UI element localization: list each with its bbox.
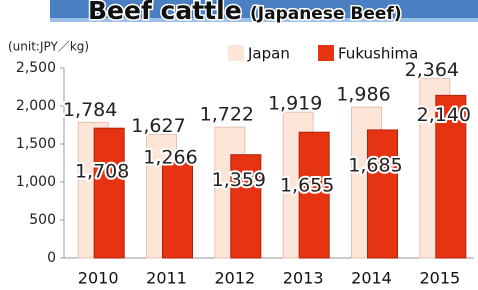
chart: Beef cattle (Japanese Beef) (unit:JPY／kg… <box>0 0 478 290</box>
y-tick-label: 0 <box>47 250 56 266</box>
bar <box>368 130 398 258</box>
y-tick-label: 1,500 <box>16 136 56 152</box>
y-tick-label: 500 <box>29 212 56 228</box>
x-tick-label: 2012 <box>214 269 255 288</box>
legend-label: Japan <box>247 45 290 63</box>
value-label: 2,140 <box>417 104 471 126</box>
bar <box>94 128 124 258</box>
value-label: 1,655 <box>280 175 334 197</box>
x-tick-label: 2010 <box>78 269 119 288</box>
y-tick-label: 2,000 <box>16 98 56 114</box>
x-tick-label: 2014 <box>351 269 392 288</box>
y-tick-label: 1,000 <box>16 174 56 190</box>
chart-subtitle: (Japanese Beef) <box>250 4 402 24</box>
value-label: 1,685 <box>348 154 402 176</box>
value-label: 1,266 <box>143 146 197 168</box>
y-tick-label: 2,500 <box>16 60 56 76</box>
value-label: 1,986 <box>336 84 390 106</box>
bar <box>163 162 193 258</box>
legend-swatch <box>318 45 334 61</box>
value-label: 1,784 <box>63 99 117 121</box>
value-label: 1,359 <box>212 169 266 191</box>
value-label: 2,364 <box>405 59 459 81</box>
value-label: 1,919 <box>268 93 322 115</box>
legend-swatch <box>228 45 244 61</box>
chart-title: Beef cattle <box>88 0 242 25</box>
x-tick-label: 2015 <box>419 269 460 288</box>
value-label: 1,627 <box>131 115 185 137</box>
x-tick-label: 2013 <box>283 269 324 288</box>
value-label: 1,722 <box>200 104 254 126</box>
value-label: 1,708 <box>75 161 129 183</box>
unit-label: (unit:JPY／kg) <box>8 40 89 54</box>
x-tick-label: 2011 <box>146 269 187 288</box>
